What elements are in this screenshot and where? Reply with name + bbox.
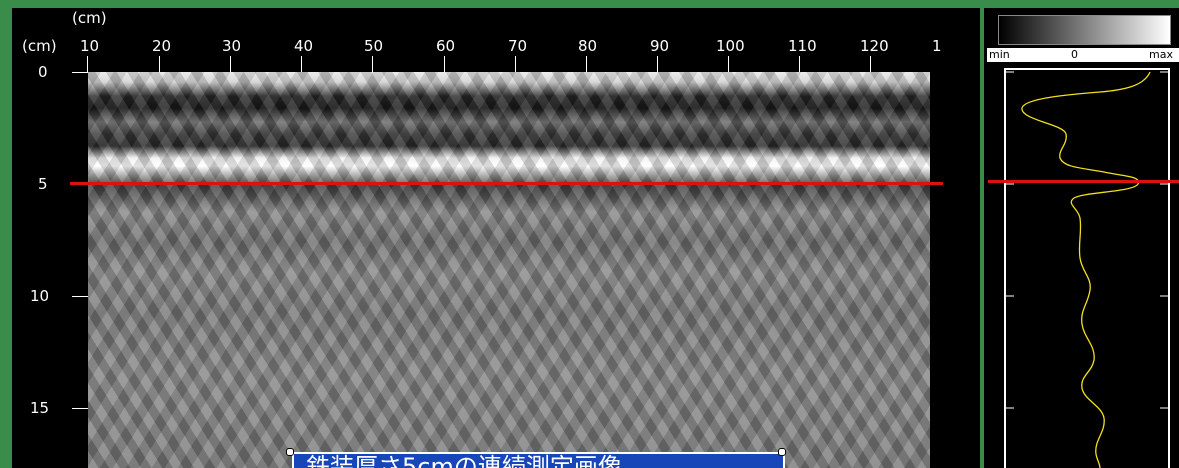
scale-min-label: min — [989, 48, 1010, 61]
x-tick-label: 60 — [436, 37, 456, 55]
caption-resize-handle[interactable] — [286, 448, 294, 456]
x-tick-mark — [159, 56, 160, 72]
x-tick-label: 40 — [294, 37, 314, 55]
x-tick-mark — [301, 56, 302, 72]
x-tick-mark — [586, 56, 587, 72]
x-tick-mark — [444, 56, 445, 72]
y-tick-label: 0 — [38, 63, 48, 81]
y-tick-mark — [72, 72, 88, 73]
x-tick-label: 100 — [716, 37, 745, 55]
x-tick-label: 30 — [222, 37, 242, 55]
caption-resize-handle[interactable] — [778, 448, 786, 456]
y-tick-mark — [72, 296, 88, 297]
x-tick-mark — [372, 56, 373, 72]
x-tick-mark — [515, 56, 516, 72]
x-tick-mark — [87, 56, 88, 72]
x-tick-label: 1 — [932, 37, 942, 55]
x-tick-label: 80 — [578, 37, 598, 55]
x-tick-label: 70 — [508, 37, 528, 55]
x-axis-unit-label: (cm) — [72, 9, 107, 27]
x-tick-label: 10 — [80, 37, 100, 55]
colorbar-gradient — [998, 15, 1171, 45]
caption-box: 鉄装厚さ5cmの連続測定画像 — [292, 452, 785, 468]
y-tick-label: 10 — [30, 287, 50, 305]
x-tick-label: 110 — [788, 37, 817, 55]
y-tick-label: 5 — [38, 175, 48, 193]
x-tick-mark — [799, 56, 800, 72]
y-tick-mark — [72, 408, 88, 409]
x-tick-mark — [728, 56, 729, 72]
x-tick-mark — [657, 56, 658, 72]
x-tick-mark — [230, 56, 231, 72]
radar-scan-image[interactable] — [88, 72, 930, 468]
waveform-plot-area — [1004, 68, 1170, 468]
y-tick-label: 15 — [30, 399, 50, 417]
depth-marker-line-right[interactable] — [988, 180, 1179, 183]
waveform-trace — [1021, 71, 1151, 468]
waveform-trace-plot — [1004, 71, 1170, 468]
scale-zero-label: 0 — [1071, 48, 1078, 61]
x-tick-label: 90 — [650, 37, 670, 55]
x-tick-label: 120 — [860, 37, 889, 55]
scale-max-label: max — [1149, 48, 1173, 61]
x-tick-label: 20 — [152, 37, 172, 55]
x-tick-label: 50 — [364, 37, 384, 55]
caption-text: 鉄装厚さ5cmの連続測定画像 — [306, 453, 622, 468]
x-tick-mark — [870, 56, 871, 72]
colorbar-scale-strip — [987, 48, 1179, 62]
y-axis-unit-label: (cm) — [22, 37, 57, 55]
depth-marker-line[interactable] — [70, 182, 943, 185]
